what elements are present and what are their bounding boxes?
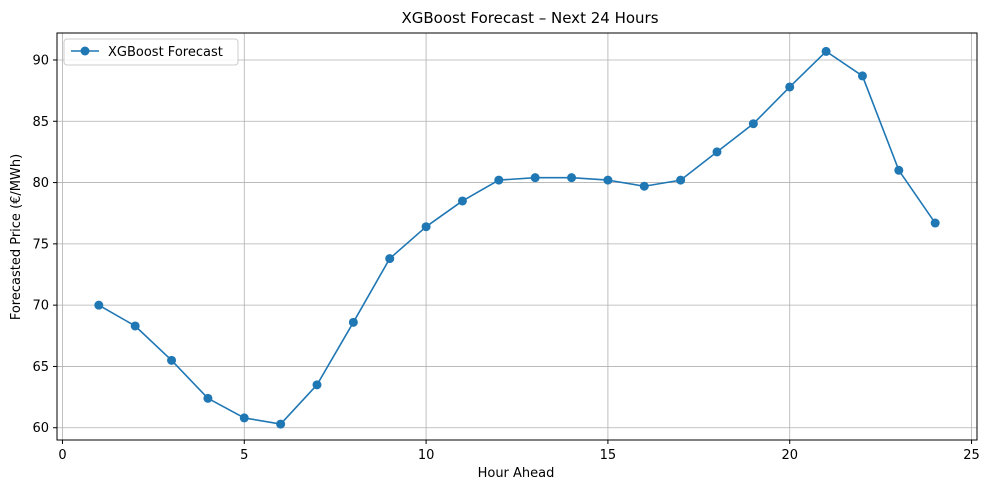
data-point	[857, 71, 867, 81]
data-point	[821, 46, 831, 56]
y-tick-label: 65	[32, 360, 49, 375]
y-tick-label: 90	[32, 53, 49, 68]
x-tick-label: 10	[418, 448, 435, 463]
data-point	[676, 175, 686, 185]
x-tick-label: 25	[963, 448, 980, 463]
data-point	[785, 82, 795, 92]
series-line	[98, 50, 936, 425]
chart-title: XGBoost Forecast – Next 24 Hours	[401, 9, 658, 27]
data-point	[276, 419, 286, 429]
x-tick-label: 15	[600, 448, 617, 463]
data-point	[348, 317, 358, 327]
y-tick-label: 75	[32, 237, 49, 252]
grid	[57, 33, 977, 440]
data-point	[530, 173, 540, 183]
data-point	[712, 147, 722, 157]
legend: XGBoost Forecast	[63, 38, 239, 66]
data-point	[567, 173, 577, 183]
data-point	[457, 196, 467, 206]
plot-frame	[56, 32, 978, 441]
data-point	[494, 175, 504, 185]
data-point	[239, 413, 249, 423]
data-point	[930, 218, 940, 228]
data-point	[167, 355, 177, 365]
series-layer	[94, 46, 940, 429]
data-point	[203, 393, 213, 403]
x-axis-ticks: 0 5 10 15 20 25	[58, 440, 980, 463]
x-tick-label: 20	[781, 448, 798, 463]
data-point	[748, 119, 758, 129]
data-point	[639, 181, 649, 191]
data-point	[603, 175, 613, 185]
y-axis-ticks: 60 65 70 75 80 85 90	[32, 53, 57, 436]
legend-box	[63, 38, 239, 66]
legend-entry-xgboost-forecast: XGBoost Forecast	[108, 45, 223, 60]
y-tick-label: 80	[32, 176, 49, 191]
y-tick-label: 70	[32, 299, 49, 314]
data-point	[94, 300, 104, 310]
data-point	[130, 321, 140, 331]
data-point	[421, 222, 431, 232]
legend-marker-swatch	[80, 46, 90, 56]
y-tick-label: 85	[32, 115, 49, 130]
y-tick-label: 60	[32, 421, 49, 436]
x-axis-label: Hour Ahead	[478, 466, 555, 481]
x-tick-label: 0	[58, 448, 66, 463]
x-tick-label: 5	[240, 448, 248, 463]
data-point	[385, 254, 395, 264]
data-point	[894, 165, 904, 175]
data-point	[312, 380, 322, 390]
y-axis-label: Forecasted Price (€/MWh)	[9, 154, 24, 320]
